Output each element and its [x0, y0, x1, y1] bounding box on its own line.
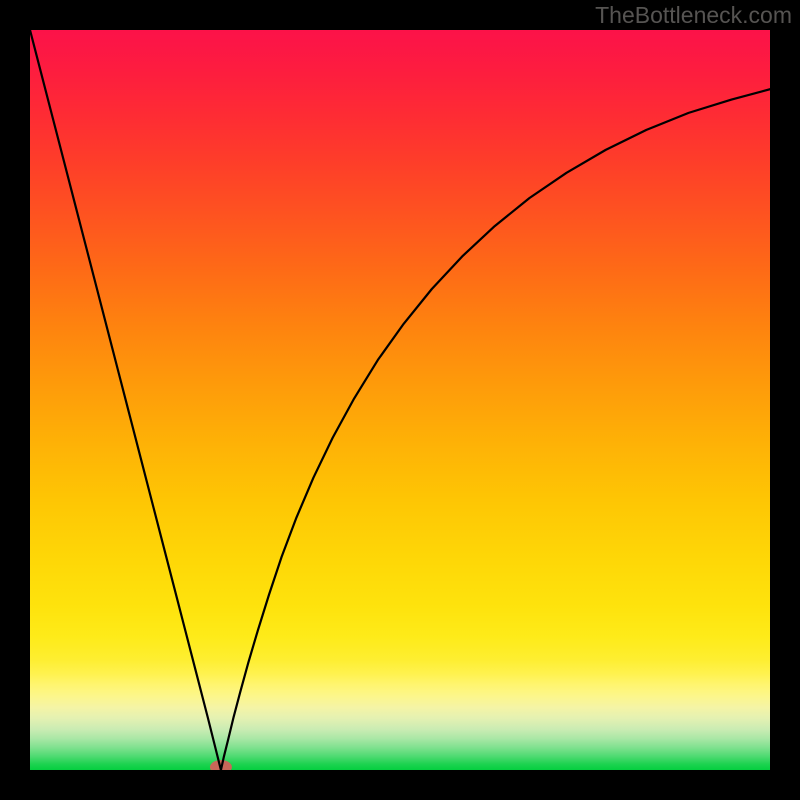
watermark-text: TheBottleneck.com	[595, 2, 792, 29]
plot-area	[30, 30, 770, 770]
gradient-background	[30, 30, 770, 770]
plot-svg	[30, 30, 770, 770]
chart-container: TheBottleneck.com	[0, 0, 800, 800]
